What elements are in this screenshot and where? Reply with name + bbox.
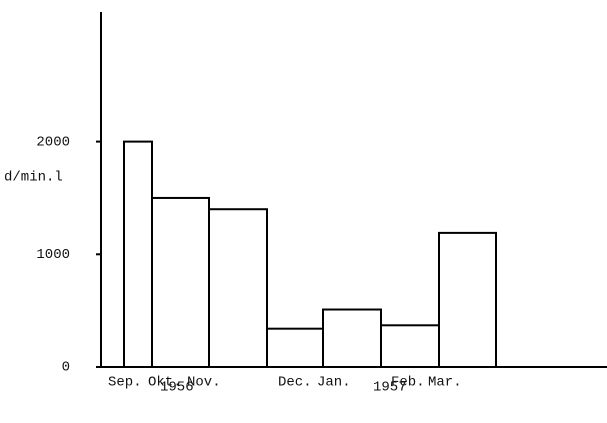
bar <box>322 308 382 368</box>
x-tick-label: Sep. <box>108 375 142 391</box>
year-label: 1957 <box>373 380 407 396</box>
bar <box>123 140 153 368</box>
y-tick-label: 1000 <box>36 247 70 263</box>
y-axis-label: d/min.l <box>4 170 63 186</box>
bar <box>266 327 324 368</box>
x-tick-label: Nov. <box>187 375 221 391</box>
x-tick-label: Okt. <box>148 375 182 391</box>
bar <box>380 324 440 368</box>
x-tick-label: Feb. <box>391 375 425 391</box>
bar <box>438 231 497 368</box>
year-label: 1956 <box>160 380 194 396</box>
x-tick-label: Dec. <box>278 375 312 391</box>
y-tick-label: 0 <box>62 360 70 376</box>
x-tick-label: Mar. <box>428 375 462 391</box>
y-tick-label: 2000 <box>36 134 70 150</box>
bar <box>151 196 210 368</box>
bar <box>208 208 268 368</box>
x-tick-label: Jan. <box>317 375 351 391</box>
